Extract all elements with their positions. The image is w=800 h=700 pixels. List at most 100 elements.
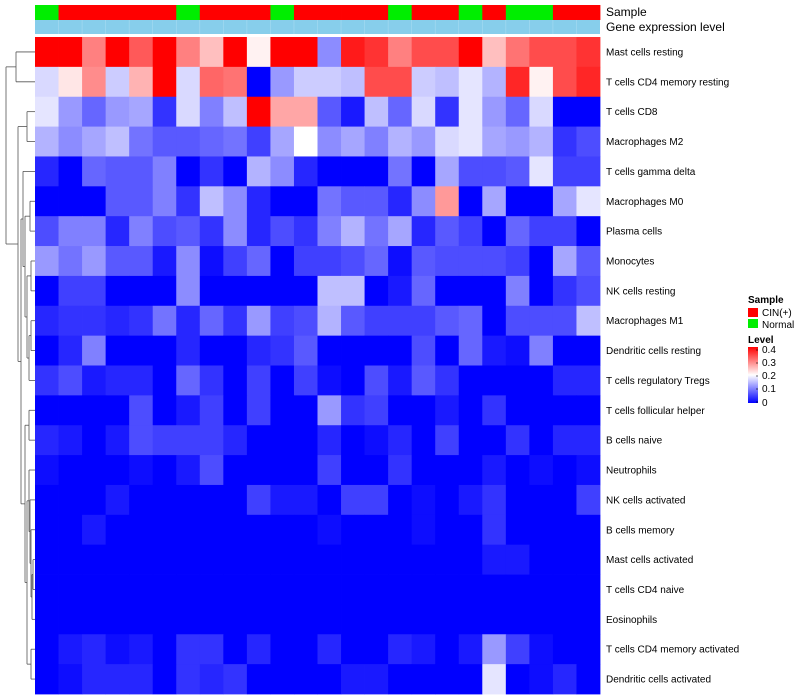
heatmap-cell bbox=[152, 574, 177, 605]
heatmap-cell bbox=[82, 37, 107, 68]
heatmap-cell bbox=[388, 514, 413, 546]
heatmap-cell bbox=[552, 126, 577, 157]
heatmap-cell bbox=[270, 335, 295, 366]
heatmap-cell bbox=[482, 335, 507, 366]
heatmap-cell bbox=[35, 335, 59, 366]
sample-annotation-cell bbox=[152, 5, 177, 20]
heatmap-cell bbox=[388, 544, 413, 575]
heatmap-cell bbox=[223, 246, 248, 277]
heatmap-cell bbox=[411, 275, 436, 307]
heatmap-cell bbox=[82, 186, 107, 217]
heatmap-cell bbox=[223, 126, 248, 157]
heatmap-cell bbox=[317, 275, 342, 307]
heatmap-cell bbox=[552, 514, 577, 546]
row-label: Dendritic cells activated bbox=[606, 675, 711, 686]
heatmap-cell bbox=[199, 425, 224, 456]
row-label: Plasma cells bbox=[606, 227, 662, 238]
row-label: Macrophages M2 bbox=[606, 137, 684, 148]
heatmap-cell bbox=[176, 66, 201, 98]
heatmap-cell bbox=[58, 305, 83, 337]
heatmap-cell bbox=[482, 574, 507, 605]
row-label: B cells memory bbox=[606, 525, 674, 536]
heatmap-cell bbox=[129, 246, 154, 277]
heatmap-cell bbox=[82, 604, 107, 635]
heatmap-cell bbox=[82, 664, 107, 695]
heatmap-cell bbox=[129, 664, 154, 695]
heatmap-cell bbox=[199, 634, 224, 665]
heatmap-cell bbox=[152, 126, 177, 157]
heatmap-cell bbox=[388, 156, 413, 187]
heatmap-cell bbox=[105, 514, 130, 546]
heatmap-cell bbox=[388, 305, 413, 337]
heatmap-cell bbox=[552, 484, 577, 516]
heatmap-cell bbox=[199, 216, 224, 247]
heatmap-cell bbox=[246, 574, 271, 605]
heatmap-cell bbox=[199, 275, 224, 307]
heatmap-cell bbox=[505, 37, 530, 68]
heatmap-cell bbox=[58, 246, 83, 277]
heatmap-cell bbox=[129, 634, 154, 665]
heatmap-cell bbox=[246, 664, 271, 695]
legend-level-tick: 0 bbox=[762, 398, 768, 409]
heatmap-cell bbox=[388, 574, 413, 605]
heatmap-cell bbox=[482, 455, 507, 486]
heatmap-cell bbox=[58, 126, 83, 157]
heatmap-cell bbox=[152, 246, 177, 277]
heatmap-cell bbox=[576, 37, 601, 68]
heatmap-cell bbox=[458, 37, 483, 68]
heatmap-cell bbox=[341, 96, 365, 127]
heatmap-cell bbox=[435, 216, 460, 247]
heatmap-cell bbox=[435, 66, 460, 98]
heatmap-cell bbox=[435, 37, 460, 68]
sample-annotation-cell bbox=[505, 5, 530, 20]
heatmap-cell bbox=[341, 126, 365, 157]
heatmap-cell bbox=[293, 156, 318, 187]
heatmap-cell bbox=[35, 544, 59, 575]
heatmap-cell bbox=[129, 455, 154, 486]
legend-sample: Sample CIN(+) Normal bbox=[748, 295, 794, 331]
heatmap-cell bbox=[293, 37, 318, 68]
heatmap-cell bbox=[458, 305, 483, 337]
heatmap-cell bbox=[482, 186, 507, 217]
heatmap-cell bbox=[529, 96, 554, 127]
heatmap-cell bbox=[435, 246, 460, 277]
heatmap-cell bbox=[176, 395, 201, 426]
heatmap-cell bbox=[482, 246, 507, 277]
heatmap-cell bbox=[58, 395, 83, 426]
heatmap-cell bbox=[223, 37, 248, 68]
sample-annotation-cell bbox=[576, 5, 601, 20]
heatmap-cell bbox=[223, 395, 248, 426]
heatmap-cell bbox=[388, 604, 413, 635]
heatmap-cell bbox=[152, 395, 177, 426]
heatmap-cell bbox=[341, 66, 365, 98]
heatmap-cell bbox=[552, 664, 577, 695]
heatmap-cell bbox=[199, 305, 224, 337]
heatmap-cell bbox=[270, 66, 295, 98]
sample-annotation-cell bbox=[82, 5, 107, 20]
heatmap-cell bbox=[293, 634, 318, 665]
heatmap-cell bbox=[317, 634, 342, 665]
heatmap-cell bbox=[82, 156, 107, 187]
heatmap-cell bbox=[482, 544, 507, 575]
legend-level-tick: 0.1 bbox=[762, 384, 776, 395]
heatmap-cell bbox=[317, 96, 342, 127]
legend-level-tick: 0.4 bbox=[762, 345, 776, 356]
heatmap-cell bbox=[293, 246, 318, 277]
row-label: Mast cells resting bbox=[606, 47, 683, 58]
heatmap-cell bbox=[388, 455, 413, 486]
heatmap-cell bbox=[176, 664, 201, 695]
heatmap-cell bbox=[58, 604, 83, 635]
heatmap-cell bbox=[152, 37, 177, 68]
heatmap-cell bbox=[364, 574, 389, 605]
heatmap-cell bbox=[105, 574, 130, 605]
heatmap-cell bbox=[435, 275, 460, 307]
heatmap-cell bbox=[105, 335, 130, 366]
heatmap-cell bbox=[82, 455, 107, 486]
heatmap-cell bbox=[246, 275, 271, 307]
heatmap-cell bbox=[505, 335, 530, 366]
heatmap-cell bbox=[199, 455, 224, 486]
legend-sample-title: Sample bbox=[748, 295, 784, 306]
heatmap-cell bbox=[176, 544, 201, 575]
heatmap-cell bbox=[458, 365, 483, 396]
